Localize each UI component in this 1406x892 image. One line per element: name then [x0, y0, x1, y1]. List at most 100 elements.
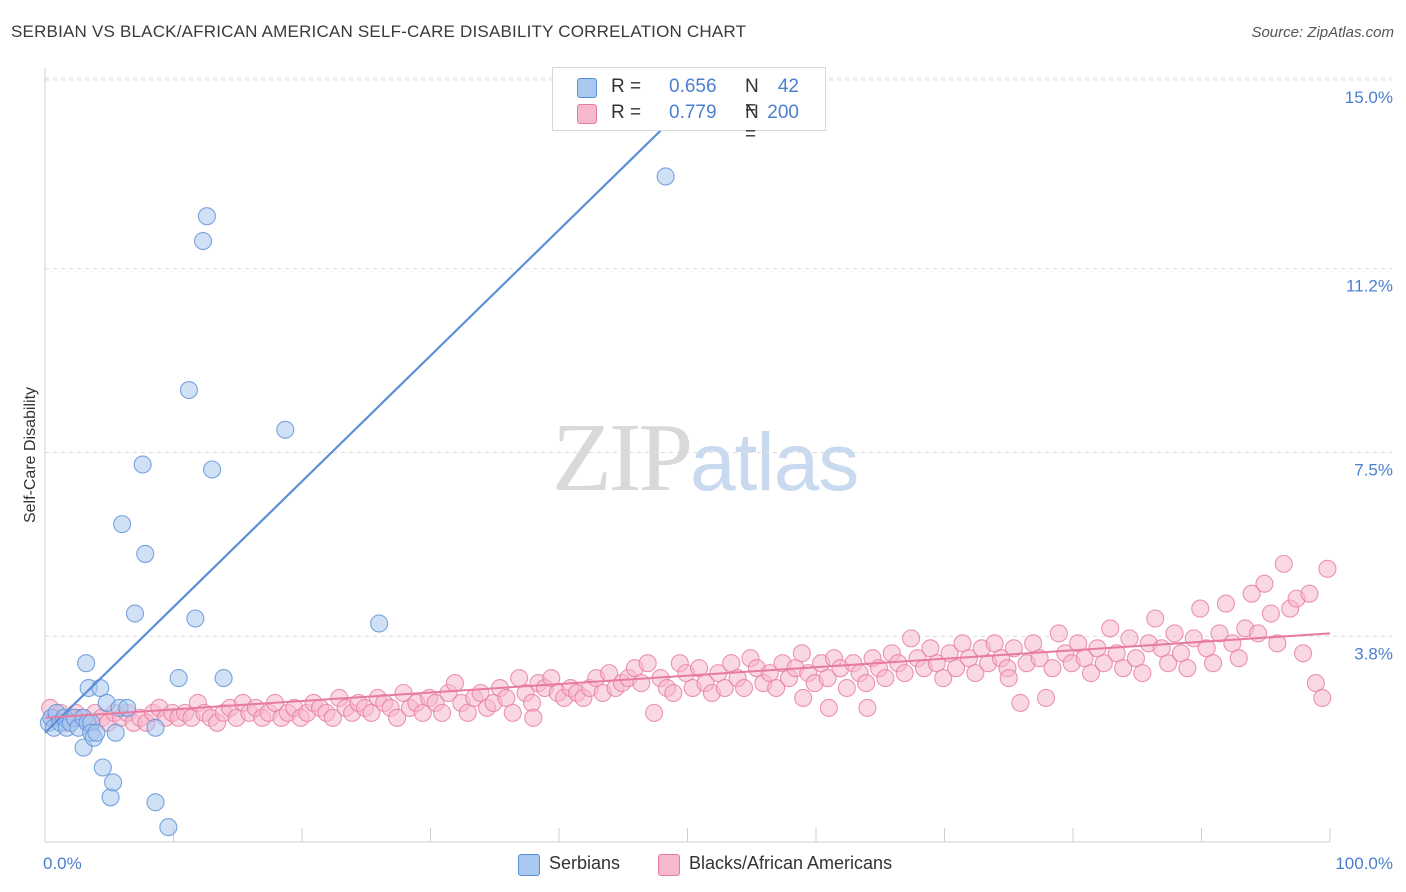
serbian-point	[146, 793, 165, 812]
black-african-american-point	[1043, 659, 1062, 678]
y-axis-label: Self-Care Disability	[22, 387, 39, 523]
serbian-point	[194, 231, 213, 251]
black-african-american-point	[433, 703, 452, 722]
y-tick-label: 15.0%	[1345, 88, 1393, 107]
black-african-american-point	[1197, 639, 1216, 658]
x-tick-label: 0.0%	[43, 854, 82, 873]
serbian-point	[104, 773, 123, 792]
black-african-american-point	[1293, 644, 1313, 663]
serbian-point	[214, 669, 233, 688]
black-african-american-point	[819, 698, 838, 717]
source-label: Source: ZipAtlas.com	[1251, 24, 1394, 41]
legend-r-label: R =	[611, 76, 642, 97]
legend-n-value: 200	[767, 102, 799, 123]
legend-r-label: R =	[611, 102, 642, 123]
black-african-american-point	[818, 669, 837, 688]
black-african-american-point	[1306, 674, 1325, 693]
legend-n-label: N =	[745, 102, 759, 145]
serbian-point	[370, 614, 389, 633]
serbian-point	[276, 420, 295, 439]
serbian-point	[159, 818, 178, 837]
black-african-american-point	[445, 674, 464, 693]
black-african-american-point	[1255, 574, 1274, 593]
black-african-american-point	[503, 703, 522, 722]
black-african-american-point	[934, 669, 953, 688]
black-african-american-point	[1024, 634, 1043, 653]
black-african-american-point	[323, 708, 342, 727]
black-african-american-trend-line	[44, 632, 1331, 719]
black-african-american-point	[1204, 654, 1223, 673]
black-african-american-point	[1268, 634, 1287, 653]
legend-r-value: 0.656	[669, 76, 717, 97]
x-tick-label: 100.0%	[1335, 854, 1393, 873]
black-african-american-point	[876, 669, 895, 688]
y-tick-label: 7.5%	[1354, 461, 1393, 480]
black-african-american-point	[921, 639, 940, 658]
black-african-american-point	[734, 678, 754, 698]
black-african-american-point	[497, 688, 516, 708]
black-african-american-point	[1313, 688, 1332, 708]
y-tick-label: 11.2%	[1346, 277, 1393, 296]
black-african-american-point	[1165, 624, 1184, 643]
legend-label-serbians: Serbians	[549, 853, 621, 873]
black-african-american-point	[1191, 599, 1210, 618]
serbian-point	[125, 604, 144, 623]
black-african-american-point	[953, 634, 972, 653]
black-african-american-point	[1036, 688, 1056, 708]
chart-title: SERBIAN VS BLACK/AFRICAN AMERICAN SELF-C…	[11, 22, 747, 41]
black-african-american-point	[1210, 624, 1229, 643]
black-african-american-point	[792, 644, 811, 663]
legend-swatch-blacks	[658, 854, 680, 876]
serbian-point	[93, 758, 112, 777]
black-african-american-point	[1133, 664, 1152, 683]
black-african-american-point	[1229, 649, 1248, 668]
serbian-point	[87, 723, 106, 742]
black-african-american-point	[1300, 584, 1319, 603]
black-african-american-point	[413, 703, 432, 722]
legend-n-value: 42	[777, 76, 799, 97]
serbian-point	[118, 698, 137, 717]
black-african-american-point	[767, 678, 786, 698]
black-african-american-point	[1274, 554, 1293, 573]
serbian-point	[169, 669, 188, 688]
black-african-american-point	[1120, 629, 1139, 648]
black-african-american-point	[966, 664, 985, 683]
legend-swatch-blacks	[577, 104, 597, 124]
black-african-american-point	[1146, 609, 1165, 628]
black-african-american-point	[837, 678, 856, 698]
black-african-american-point	[715, 678, 734, 698]
serbian-point	[136, 544, 155, 563]
watermark-atlas: atlas	[690, 417, 859, 508]
black-african-american-point	[542, 669, 561, 688]
serbian-point	[106, 723, 125, 742]
black-african-american-point	[362, 703, 381, 722]
black-african-american-point	[1094, 654, 1113, 673]
serbian-point	[113, 515, 132, 534]
black-african-american-point	[999, 669, 1018, 688]
black-african-american-point	[722, 654, 741, 673]
black-african-american-point	[1126, 649, 1146, 668]
black-african-american-point	[690, 659, 709, 678]
legend-swatch-serbians	[518, 854, 540, 876]
black-african-american-point	[1004, 639, 1023, 658]
black-african-american-point	[458, 703, 477, 722]
black-african-american-point	[1318, 559, 1337, 578]
serbian-point	[186, 609, 205, 628]
correlation-legend: R = 0.656 N = 42 R = 0.779 N = 200	[552, 67, 826, 145]
black-african-american-point	[1178, 659, 1197, 678]
serbian-point	[146, 718, 165, 737]
serbian-point	[101, 788, 120, 807]
black-african-american-point	[1081, 664, 1101, 683]
black-african-american-point	[794, 688, 813, 708]
serbian-point	[133, 455, 152, 474]
serbian-point	[197, 207, 216, 226]
black-african-american-point	[388, 708, 407, 727]
black-african-american-point	[902, 629, 921, 648]
black-african-american-point	[858, 698, 877, 717]
black-african-american-point	[1049, 624, 1068, 643]
black-african-american-point	[1011, 693, 1030, 712]
legend-swatch-serbians	[577, 78, 597, 98]
legend-label-blacks: Blacks/African Americans	[689, 853, 893, 873]
serbian-point	[203, 460, 222, 479]
black-african-american-point	[947, 659, 966, 678]
